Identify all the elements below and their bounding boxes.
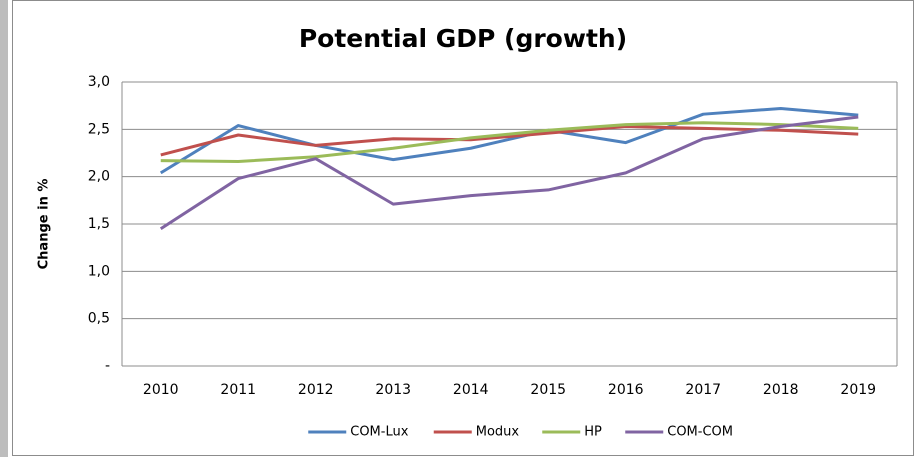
x-tick-label: 2015 [530,382,566,398]
y-axis-label: Change in % [37,179,52,270]
x-tick-label: 2012 [298,382,334,398]
series-line [159,107,859,175]
series-line [160,121,859,164]
y-tick-label: 2,5 [88,121,110,137]
chart-title: Potential GDP (growth) [299,24,627,53]
y-tick-label: 1,5 [88,216,110,232]
legend-label: HP [584,425,602,440]
series-line [159,115,859,230]
legend-label: COM-Lux [350,425,408,440]
y-tick-label: 1,0 [88,263,110,279]
y-tick-label: - [105,358,110,374]
x-tick-label: 2014 [453,382,489,398]
x-tick-label: 2019 [840,382,876,398]
y-tick-label: 2,0 [88,169,110,185]
x-tick-label: 2010 [143,382,179,398]
x-tick-label: 2018 [763,382,799,398]
x-tick-label: 2017 [685,382,721,398]
x-tick-label: 2011 [220,382,256,398]
y-tick-label: 3,0 [88,74,110,90]
x-tick-label: 2016 [608,382,644,398]
x-tick-label: 2013 [375,382,411,398]
legend-label: COM-COM [667,425,733,440]
legend-label: Modux [476,425,520,440]
series-line [160,124,859,157]
y-tick-label: 0,5 [88,311,110,327]
left-bar [0,0,8,457]
